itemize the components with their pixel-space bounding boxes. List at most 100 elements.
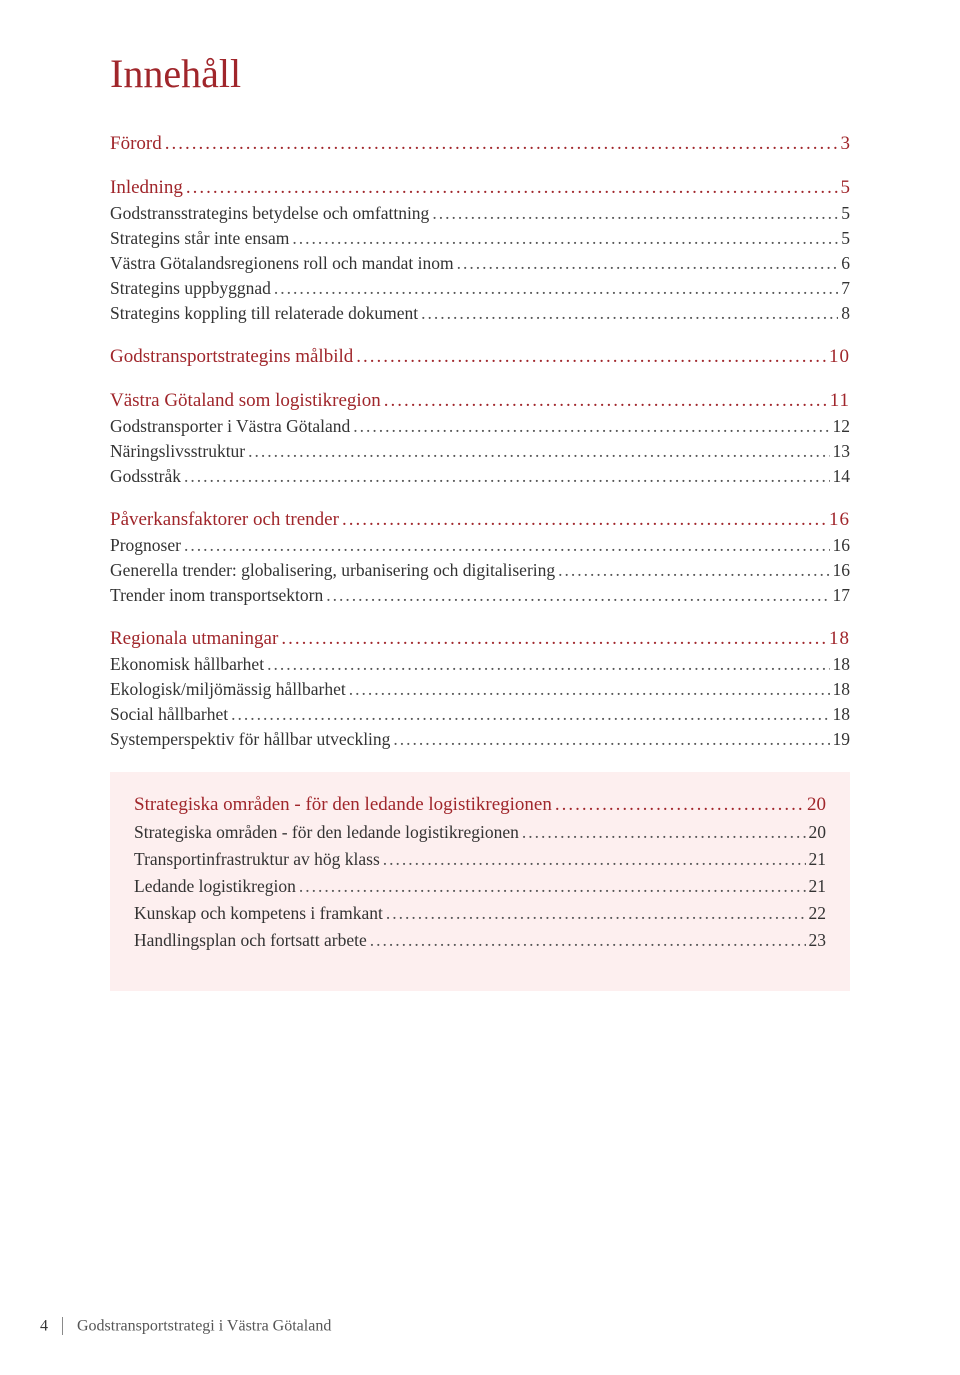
toc-entry-label: Godstransportstrategins målbild xyxy=(110,346,353,368)
toc-entry-page: 5 xyxy=(841,228,850,249)
toc-entry-dots: ........................................… xyxy=(555,794,804,816)
toc-item-entry: Näringslivsstruktur.....................… xyxy=(110,441,850,462)
toc-entry-page: 13 xyxy=(833,441,851,462)
toc-entry-dots: ........................................… xyxy=(281,628,826,650)
toc-section-entry: Strategiska områden - för den ledande lo… xyxy=(134,794,826,816)
toc-entry-dots: ........................................… xyxy=(432,203,838,224)
toc-item-entry: Kunskap och kompetens i framkant........… xyxy=(134,903,826,924)
toc-entry-label: Förord xyxy=(110,133,162,155)
toc-entry-label: Ekologisk/miljömässig hållbarhet xyxy=(110,679,346,700)
toc-entry-dots: ........................................… xyxy=(292,228,838,249)
toc-entry-page: 19 xyxy=(833,729,851,750)
toc-entry-label: Godsstråk xyxy=(110,466,181,487)
toc-item-entry: Västra Götalandsregionens roll och manda… xyxy=(110,253,850,274)
toc-entry-page: 21 xyxy=(809,876,827,897)
toc-entry-page: 17 xyxy=(833,585,851,606)
toc-item-entry: Ekonomisk hållbarhet....................… xyxy=(110,654,850,675)
toc-entry-label: Regionala utmaningar xyxy=(110,628,278,650)
toc-entry-dots: ........................................… xyxy=(353,416,829,437)
toc-section-entry: Godstransportstrategins målbild.........… xyxy=(110,346,850,368)
toc-item-entry: Godstransstrategins betydelse och omfatt… xyxy=(110,203,850,224)
toc-item-entry: Godsstråk...............................… xyxy=(110,466,850,487)
toc-entry-dots: ........................................… xyxy=(370,930,806,951)
toc-entry-dots: ........................................… xyxy=(558,560,829,581)
toc-entry-page: 23 xyxy=(809,930,827,951)
toc-entry-dots: ........................................… xyxy=(356,346,826,368)
toc-entry-dots: ........................................… xyxy=(383,849,806,870)
toc-entry-page: 14 xyxy=(833,466,851,487)
toc-entry-page: 7 xyxy=(841,278,850,299)
toc-entry-dots: ........................................… xyxy=(326,585,829,606)
toc-title: Innehåll xyxy=(110,50,850,97)
toc-item-entry: Strategiska områden - för den ledande lo… xyxy=(134,822,826,843)
toc-item-entry: Strategins uppbyggnad...................… xyxy=(110,278,850,299)
toc-entry-dots: ........................................… xyxy=(186,177,838,199)
toc-section-entry: Förord..................................… xyxy=(110,133,850,155)
page-container: Innehåll Förord.........................… xyxy=(0,0,960,1375)
toc-entry-label: Inledning xyxy=(110,177,183,199)
toc-entry-page: 12 xyxy=(833,416,851,437)
toc-item-entry: Social hållbarhet.......................… xyxy=(110,704,850,725)
toc-entry-page: 6 xyxy=(841,253,850,274)
toc-item-entry: Godstransporter i Västra Götaland.......… xyxy=(110,416,850,437)
toc-entry-label: Näringslivsstruktur xyxy=(110,441,245,462)
toc-entry-page: 18 xyxy=(833,654,851,675)
toc-item-entry: Ledande logistikregion..................… xyxy=(134,876,826,897)
toc-entry-page: 20 xyxy=(809,822,827,843)
toc-section-entry: Inledning...............................… xyxy=(110,177,850,199)
toc-entry-label: Handlingsplan och fortsatt arbete xyxy=(134,930,367,951)
toc-entry-page: 3 xyxy=(841,133,851,155)
toc-entry-dots: ........................................… xyxy=(384,390,827,412)
toc-entry-label: Godstransporter i Västra Götaland xyxy=(110,416,350,437)
footer-text: Godstransportstrategi i Västra Götaland xyxy=(77,1318,331,1335)
toc-entry-page: 16 xyxy=(833,535,851,556)
toc-entry-page: 5 xyxy=(841,203,850,224)
toc-entry-label: Strategins koppling till relaterade doku… xyxy=(110,303,418,324)
toc-entry-label: Västra Götaland som logistikregion xyxy=(110,390,381,412)
toc-entry-dots: ........................................… xyxy=(184,466,830,487)
toc-box-list: Strategiska områden - för den ledande lo… xyxy=(134,794,826,951)
toc-item-entry: Generella trender: globalisering, urbani… xyxy=(110,560,850,581)
toc-entry-dots: ........................................… xyxy=(267,654,829,675)
toc-entry-label: Godstransstrategins betydelse och omfatt… xyxy=(110,203,429,224)
toc-entry-dots: ........................................… xyxy=(299,876,806,897)
footer-divider xyxy=(62,1317,63,1335)
toc-item-entry: Strategins står inte ensam..............… xyxy=(110,228,850,249)
toc-entry-label: Strategins uppbyggnad xyxy=(110,278,271,299)
toc-entry-page: 22 xyxy=(809,903,827,924)
toc-entry-label: Trender inom transportsektorn xyxy=(110,585,323,606)
toc-entry-dots: ........................................… xyxy=(274,278,838,299)
toc-entry-page: 8 xyxy=(841,303,850,324)
toc-entry-label: Ledande logistikregion xyxy=(134,876,296,897)
toc-entry-label: Strategiska områden - för den ledande lo… xyxy=(134,822,519,843)
toc-item-entry: Prognoser...............................… xyxy=(110,535,850,556)
toc-main: Förord..................................… xyxy=(110,133,850,750)
toc-item-entry: Systemperspektiv för hållbar utveckling.… xyxy=(110,729,850,750)
toc-section-entry: Regionala utmaningar....................… xyxy=(110,628,850,650)
toc-entry-page: 16 xyxy=(829,509,850,531)
toc-entry-page: 20 xyxy=(807,794,826,816)
toc-entry-dots: ........................................… xyxy=(393,729,829,750)
toc-entry-page: 11 xyxy=(830,390,850,412)
toc-section-entry: Västra Götaland som logistikregion......… xyxy=(110,390,850,412)
toc-entry-dots: ........................................… xyxy=(457,253,839,274)
toc-entry-page: 21 xyxy=(809,849,827,870)
toc-entry-dots: ........................................… xyxy=(231,704,829,725)
toc-item-entry: Trender inom transportsektorn...........… xyxy=(110,585,850,606)
toc-entry-page: 5 xyxy=(841,177,851,199)
toc-entry-label: Ekonomisk hållbarhet xyxy=(110,654,264,675)
toc-entry-dots: ........................................… xyxy=(184,535,830,556)
toc-entry-label: Strategiska områden - för den ledande lo… xyxy=(134,794,552,816)
toc-entry-dots: ........................................… xyxy=(165,133,838,155)
toc-entry-dots: ........................................… xyxy=(342,509,826,531)
footer-page-number: 4 xyxy=(40,1318,48,1335)
toc-entry-label: Påverkansfaktorer och trender xyxy=(110,509,339,531)
page-footer: 4 Godstransportstrategi i Västra Götalan… xyxy=(40,1317,331,1337)
toc-entry-label: Social hållbarhet xyxy=(110,704,228,725)
toc-entry-dots: ........................................… xyxy=(522,822,806,843)
toc-entry-label: Prognoser xyxy=(110,535,181,556)
toc-entry-dots: ........................................… xyxy=(349,679,830,700)
toc-entry-page: 18 xyxy=(833,704,851,725)
toc-entry-page: 18 xyxy=(829,628,850,650)
toc-item-entry: Transportinfrastruktur av hög klass.....… xyxy=(134,849,826,870)
